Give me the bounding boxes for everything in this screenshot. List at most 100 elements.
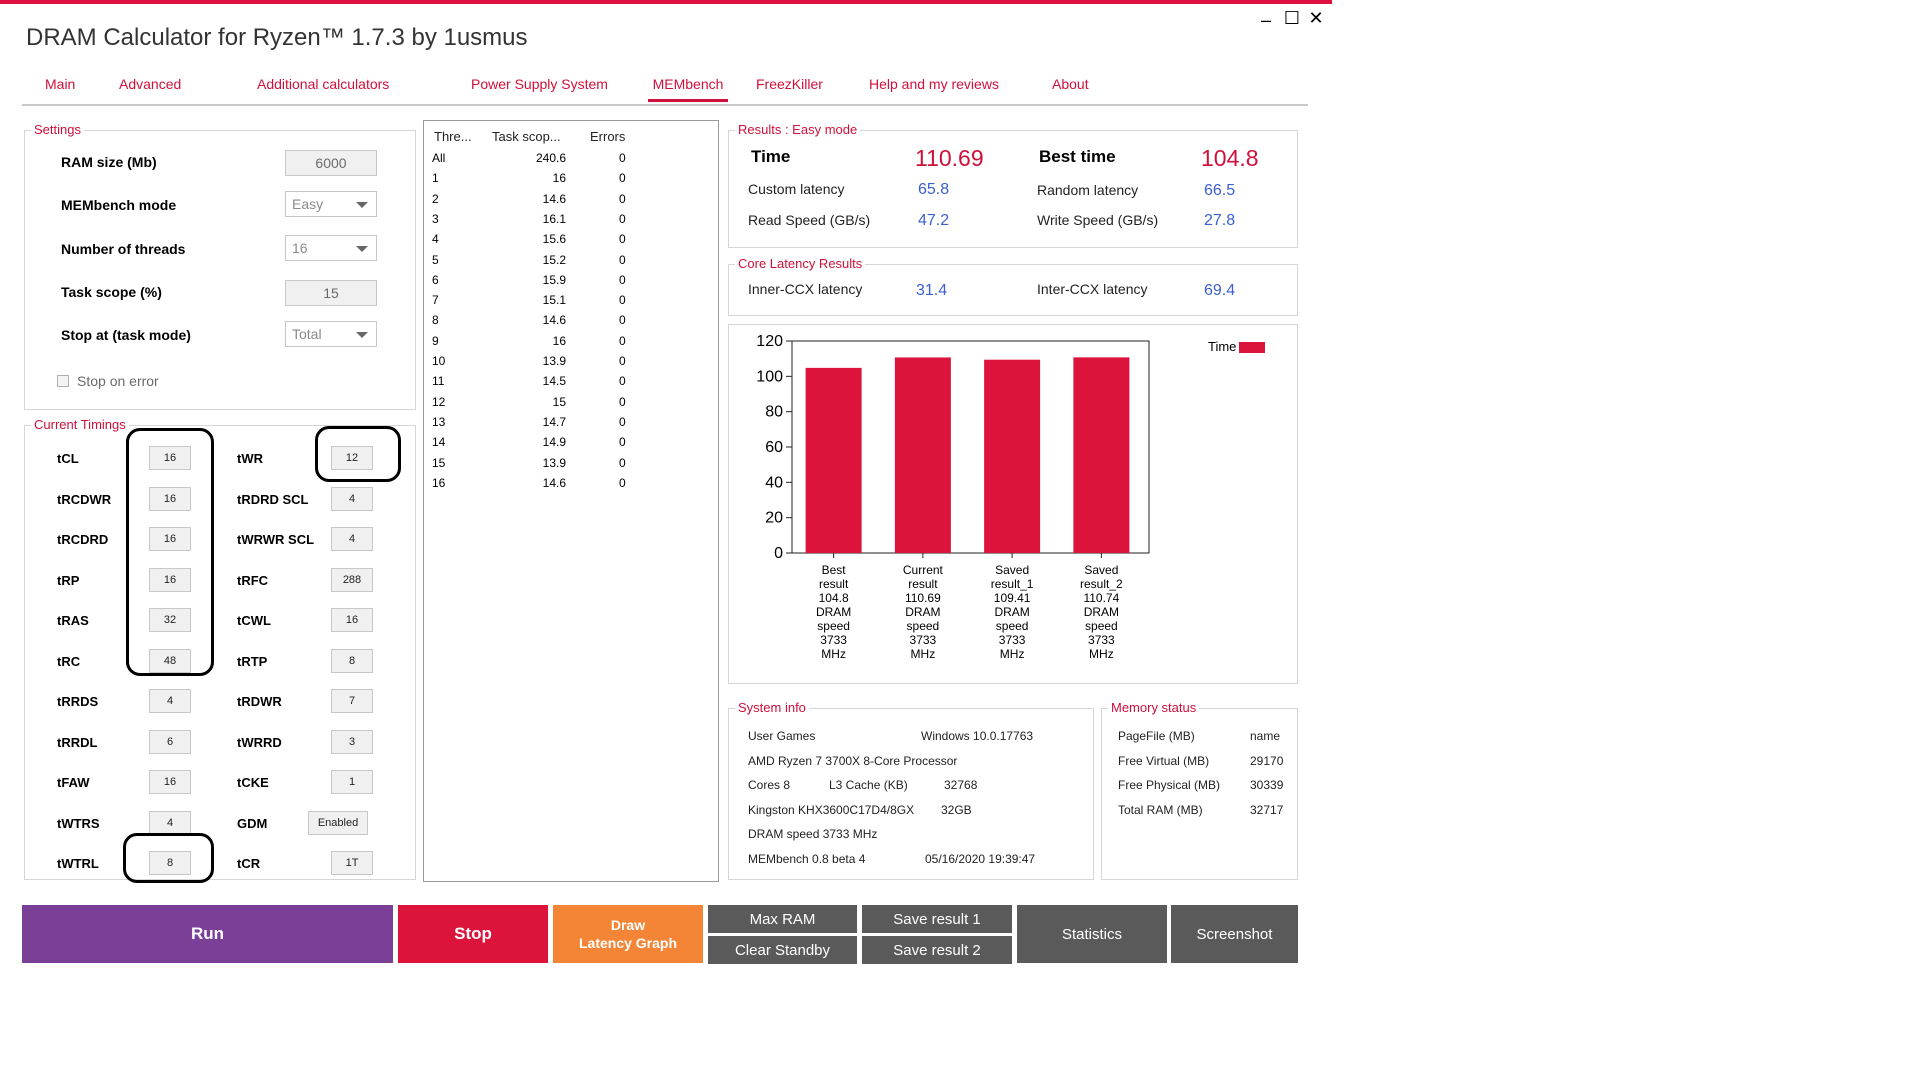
custom-latency-label: Custom latency [748, 181, 845, 197]
thread-id: 6 [432, 272, 439, 287]
timing-value-trcdwr: 16 [149, 486, 191, 511]
x-category-label: MHz [911, 647, 936, 661]
run-button[interactable]: Run [22, 905, 393, 963]
close-icon[interactable]: ✕ [1308, 8, 1324, 28]
time-bar-chart: 020406080100120Bestresult104.8DRAMspeed3… [756, 333, 1265, 661]
thread-id: 12 [432, 394, 446, 409]
tab-help-and-reviews[interactable]: Help and my reviews [869, 76, 999, 92]
minimize-icon[interactable]: – [1260, 10, 1271, 30]
y-tick-label: 120 [756, 333, 783, 350]
threads-select[interactable]: 16 [285, 235, 377, 261]
thread-errors: 0 [619, 435, 626, 450]
draw-latency-graph-line2: Latency Graph [578, 935, 678, 951]
x-category-label: result [908, 577, 938, 591]
thread-task-scope: 14.6 [542, 191, 566, 206]
sys-cores: Cores 8 [748, 778, 791, 792]
col-header-errors[interactable]: Errors [590, 129, 626, 144]
timing-value-trrds: 4 [149, 689, 191, 713]
stop-button[interactable]: Stop [398, 905, 548, 963]
thread-errors: 0 [619, 191, 626, 206]
tab-additional-calculators[interactable]: Additional calculators [257, 76, 390, 92]
timing-value-tcke: 1 [331, 770, 373, 794]
mem-pagefile-label: PageFile (MB) [1118, 729, 1195, 743]
clear-standby-button[interactable]: Clear Standby [708, 936, 857, 964]
tab-power-supply-system[interactable]: Power Supply System [471, 76, 608, 92]
thread-errors: 0 [619, 211, 626, 226]
stop-at-select[interactable]: Total [285, 321, 377, 347]
thread-errors: 0 [619, 151, 626, 165]
thread-errors: 0 [619, 455, 626, 470]
x-category-label: speed [817, 619, 850, 633]
save-result-2-button[interactable]: Save result 2 [862, 936, 1012, 964]
thread-task-scope: 240.6 [535, 151, 566, 165]
thread-id: 9 [432, 333, 439, 348]
timing-label-trdwr: tRDWR [237, 694, 282, 709]
timing-label-tcwl: tCWL [237, 613, 271, 628]
sys-dram-speed: DRAM speed 3733 MHz [748, 827, 878, 841]
thread-id: 3 [432, 211, 439, 226]
x-category-label: Current [903, 563, 944, 577]
thread-errors: 0 [619, 272, 626, 287]
thread-errors: 0 [619, 252, 626, 267]
y-tick-label: 0 [774, 545, 783, 562]
timing-value-trp: 16 [149, 567, 191, 592]
x-category-label: DRAM [1084, 605, 1119, 619]
max-ram-button[interactable]: Max RAM [708, 905, 857, 933]
timing-value-trcdrd: 16 [149, 527, 191, 551]
ram-size-field[interactable]: 6000 [285, 150, 377, 176]
thread-id: 13 [432, 414, 446, 429]
timing-value-tcl: 16 [149, 446, 191, 470]
x-category-label: DRAM [994, 605, 1029, 619]
tab-about[interactable]: About [1052, 76, 1089, 92]
memory-status-title: Memory status [1108, 700, 1200, 715]
draw-latency-graph-button[interactable]: Draw Latency Graph [553, 905, 703, 963]
x-category-label: Best [822, 563, 847, 577]
tab-freezkiller[interactable]: FreezKiller [756, 76, 823, 92]
timing-label-tfaw: tFAW [57, 775, 90, 790]
thread-errors: 0 [619, 171, 626, 186]
tab-membench[interactable]: MEMbench [648, 76, 728, 102]
task-scope-field[interactable]: 15 [285, 280, 377, 306]
task-scope-label: Task scope (%) [61, 284, 162, 300]
read-speed-value: 47.2 [918, 212, 950, 229]
timing-value-trdrd-scl: 4 [331, 486, 373, 511]
membench-mode-select[interactable]: Easy [285, 191, 377, 217]
col-header-threads[interactable]: Thre... [434, 129, 472, 144]
thread-task-scope: 16.1 [542, 211, 566, 226]
timing-label-gdm: GDM [237, 815, 268, 831]
highlight-outline-primary-timings [126, 428, 214, 676]
statistics-button[interactable]: Statistics [1017, 905, 1167, 963]
screenshot-button[interactable]: Screenshot [1171, 905, 1298, 963]
settings-title: Settings [31, 122, 84, 137]
chevron-down-icon [356, 332, 368, 338]
thread-id: 11 [432, 374, 445, 389]
thread-errors: 0 [619, 232, 626, 247]
core-latency-group: Core Latency Results Inner-CCX latency 3… [728, 256, 1298, 316]
thread-id: 14 [432, 435, 446, 450]
thread-id: All [432, 151, 446, 165]
inter-ccx-value: 69.4 [1204, 282, 1236, 299]
save-result-1-button[interactable]: Save result 1 [862, 905, 1012, 933]
stop-on-error-checkbox[interactable] [57, 375, 69, 387]
x-category-label: 109.41 [994, 591, 1031, 605]
y-tick-label: 100 [756, 368, 783, 385]
sys-l3-value: 32768 [944, 778, 978, 792]
thread-errors: 0 [619, 374, 626, 389]
timing-value-tras: 32 [149, 608, 191, 632]
x-category-label: 3733 [910, 633, 937, 647]
timing-value-twtrs: 4 [149, 810, 191, 835]
tab-advanced[interactable]: Advanced [119, 76, 182, 92]
thread-errors: 0 [619, 475, 626, 490]
col-header-task-scope[interactable]: Task scop... [492, 129, 561, 144]
thread-errors: 0 [619, 333, 626, 348]
stop-at-value: Total [292, 326, 322, 342]
read-speed-label: Read Speed (GB/s) [748, 212, 871, 228]
y-tick-label: 20 [765, 510, 783, 527]
sys-user: User Games [748, 729, 816, 743]
sys-l3-label: L3 Cache (KB) [829, 778, 908, 792]
maximize-icon[interactable]: ☐ [1283, 8, 1301, 28]
timing-label-tras: tRAS [57, 613, 89, 628]
thread-task-scope: 14.7 [542, 414, 566, 429]
timing-label-trp: tRP [57, 572, 80, 588]
tab-main[interactable]: Main [45, 76, 76, 92]
